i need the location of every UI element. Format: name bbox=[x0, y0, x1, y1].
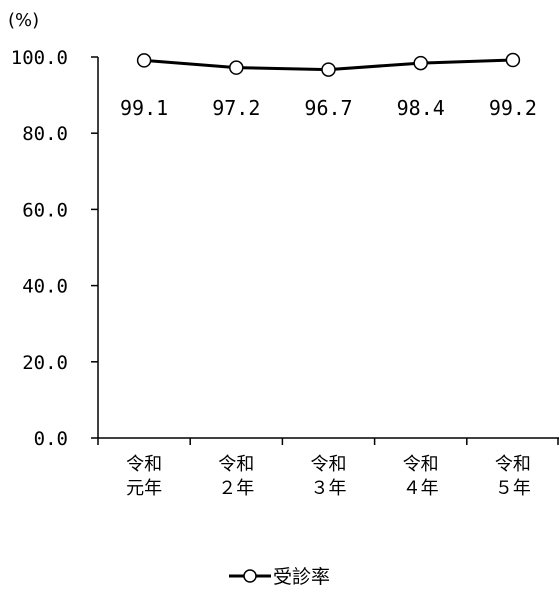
x-category-label: 令和３年 bbox=[311, 454, 347, 499]
y-tick-label: 20.0 bbox=[22, 352, 68, 374]
data-point-marker bbox=[321, 62, 336, 77]
data-value-label: 99.2 bbox=[489, 96, 537, 120]
data-point-marker bbox=[229, 60, 244, 75]
x-category-label: 令和４年 bbox=[403, 454, 439, 499]
y-tick-label: 80.0 bbox=[22, 123, 68, 145]
y-axis: 0.0 20.0 40.0 60.0 80.0 100.0 bbox=[11, 47, 99, 450]
y-axis-unit-label: (%) bbox=[8, 10, 39, 31]
legend: 受診率 bbox=[0, 562, 559, 591]
x-category-label: 令和２年 bbox=[218, 454, 254, 499]
y-tick-label: 100.0 bbox=[11, 47, 68, 69]
x-category-label: 令和５年 bbox=[495, 454, 531, 499]
data-point-marker bbox=[136, 53, 152, 68]
data-point-marker bbox=[505, 52, 521, 68]
data-point-marker bbox=[413, 55, 428, 71]
legend-series-name: 受診率 bbox=[272, 566, 330, 588]
x-axis: 令和元年 令和２年 令和３年 令和４年 令和５年 bbox=[97, 437, 559, 499]
data-value-label: 97.2 bbox=[212, 96, 260, 120]
y-tick-label: 60.0 bbox=[22, 199, 68, 221]
x-category-label: 令和元年 bbox=[126, 454, 162, 499]
y-tick-label: 40.0 bbox=[22, 276, 68, 298]
data-value-label: 99.1 bbox=[120, 96, 168, 120]
data-value-label: 98.4 bbox=[397, 96, 445, 120]
data-value-label: 96.7 bbox=[304, 96, 352, 120]
y-tick-label: 0.0 bbox=[34, 428, 68, 450]
series-layer: 99.1 97.2 96.7 98.4 99.2 bbox=[120, 52, 537, 120]
legend-line-marker-icon bbox=[228, 568, 271, 583]
